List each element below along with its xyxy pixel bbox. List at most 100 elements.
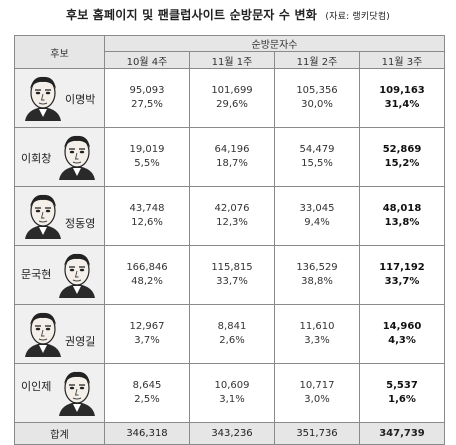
visitor-count: 43,748 [129,203,165,214]
visitor-cell: 115,815 33,7% [189,245,275,305]
visitor-share: 31,4% [384,99,420,110]
visitor-share: 2,5% [134,394,160,405]
candidate-cell: 문국현 [14,245,105,305]
visitor-share: 27,5% [131,99,163,110]
visitor-share: 9,4% [304,217,330,228]
header-candidate: 후보 [14,35,105,69]
visitor-count: 52,869 [382,144,422,155]
visitor-count: 109,163 [379,85,425,96]
visitor-share: 30,0% [301,99,333,110]
candidate-portrait-icon [53,132,101,182]
visitor-share: 33,7% [384,276,420,287]
visitor-cell: 64,196 18,7% [189,127,275,187]
total-value: 347,739 [359,422,445,445]
visitor-count: 54,479 [299,144,335,155]
header-week: 11월 1주 [189,51,275,69]
header-week: 11월 3주 [359,51,445,69]
visitor-cell: 136,529 38,8% [274,245,360,305]
visitor-cell: 19,019 5,5% [104,127,190,187]
visitor-cell: 43,748 12,6% [104,186,190,246]
visitor-cell: 33,045 9,4% [274,186,360,246]
visitor-cell: 52,869 15,2% [359,127,445,187]
candidate-name: 문국현 [21,268,52,281]
visitor-share: 15,2% [384,158,420,169]
candidate-portrait-icon [53,368,101,418]
visitor-cell: 12,967 3,7% [104,304,190,364]
visitor-share: 15,5% [301,158,333,169]
visitor-count: 101,699 [211,85,253,96]
visitor-share: 5,5% [134,158,160,169]
visitor-count: 12,967 [129,321,165,332]
candidate-name: 이명박 [65,93,96,106]
visitor-count: 95,093 [129,85,165,96]
visitor-cell: 5,537 1,6% [359,363,445,423]
visitor-share: 48,2% [131,276,163,287]
visitor-cell: 109,163 31,4% [359,68,445,128]
candidate-portrait-icon [53,250,101,300]
visitor-count: 19,019 [129,144,165,155]
candidate-name: 이인제 [21,380,52,393]
visitor-share: 3,0% [304,394,330,405]
header-week: 11월 2주 [274,51,360,69]
visitor-cell: 117,192 33,7% [359,245,445,305]
visitor-share: 3,7% [134,335,160,346]
candidate-name: 정동영 [65,217,96,230]
visitor-count: 10,609 [214,380,250,391]
visitor-count: 136,529 [296,262,338,273]
candidate-portrait-icon [19,73,67,123]
candidate-name: 권영길 [65,335,96,348]
candidate-portrait-icon [19,309,67,359]
candidate-cell: 정동영 [14,186,105,246]
candidate-portrait-icon [19,191,67,241]
header-week: 10월 4주 [104,51,190,69]
infographic: 후보 홈페이지 및 팬클럽사이트 순방문자 수 변화 (자료: 랭키닷컴) 후보… [0,6,456,445]
visitor-count: 166,846 [126,262,168,273]
candidate-cell: 이회창 [14,127,105,187]
table-row: 이명박 95,093 27,5% 101,699 29,6% 105,356 30,0% 10… [14,68,445,128]
visitor-share: 38,8% [301,276,333,287]
visitor-cell: 10,609 3,1% [189,363,275,423]
table-row: 이회창 19,019 5,5% 64,196 18,7% 54,479 15,5% 52,86… [14,127,445,187]
visitor-count: 42,076 [214,203,250,214]
visitor-cell: 8,645 2,5% [104,363,190,423]
visitor-cell: 14,960 4,3% [359,304,445,364]
visitor-share: 1,6% [388,394,416,405]
visitor-share: 33,7% [216,276,248,287]
visitor-count: 10,717 [299,380,335,391]
visitor-count: 8,645 [132,380,162,391]
page-title: 후보 홈페이지 및 팬클럽사이트 순방문자 수 변화 (자료: 랭키닷컴) [0,6,456,23]
visitor-share: 3,1% [219,394,245,405]
header-visitors: 순방문자수 [104,35,445,52]
visitor-share: 18,7% [216,158,248,169]
visitor-share: 13,8% [384,217,420,228]
visitor-cell: 10,717 3,0% [274,363,360,423]
total-value: 346,318 [104,422,190,445]
visitor-cell: 42,076 12,3% [189,186,275,246]
candidate-cell: 권영길 [14,304,105,364]
visitor-count: 64,196 [214,144,250,155]
visitors-table: 후보 순방문자수 10월 4주 11월 1주 11월 2주 11월 3주 이명박… [14,35,445,445]
visitor-count: 11,610 [299,321,335,332]
visitor-count: 115,815 [211,262,253,273]
table-row: 권영길 12,967 3,7% 8,841 2,6% 11,610 3,3% 14,960 4,… [14,304,445,364]
visitor-cell: 54,479 15,5% [274,127,360,187]
visitor-share: 3,3% [304,335,330,346]
visitor-share: 2,6% [219,335,245,346]
visitor-cell: 95,093 27,5% [104,68,190,128]
candidate-cell: 이인제 [14,363,105,423]
visitor-count: 105,356 [296,85,338,96]
table-row: 문국현 166,846 48,2% 115,815 33,7% 136,529 38,8% 1… [14,245,445,305]
visitor-cell: 11,610 3,3% [274,304,360,364]
visitor-count: 14,960 [382,321,422,332]
visitor-cell: 8,841 2,6% [189,304,275,364]
title-text: 후보 홈페이지 및 팬클럽사이트 순방문자 수 변화 [65,8,318,22]
table-row: 정동영 43,748 12,6% 42,076 12,3% 33,045 9,4% 48,01… [14,186,445,246]
total-label: 합계 [14,422,105,445]
visitor-cell: 105,356 30,0% [274,68,360,128]
visitor-share: 4,3% [388,335,416,346]
visitor-count: 117,192 [379,262,425,273]
visitor-share: 29,6% [216,99,248,110]
visitor-cell: 101,699 29,6% [189,68,275,128]
visitor-count: 8,841 [217,321,247,332]
visitor-share: 12,6% [131,217,163,228]
